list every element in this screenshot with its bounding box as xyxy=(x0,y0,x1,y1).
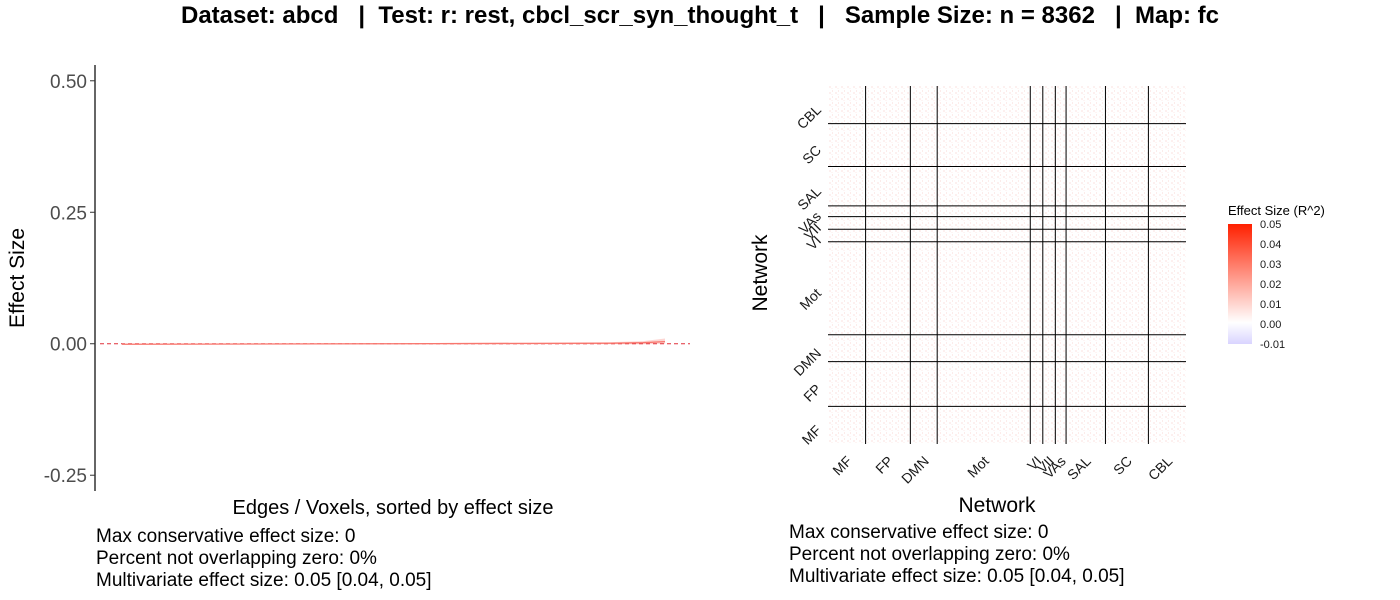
legend-colorbar xyxy=(1228,224,1252,344)
y-tick-label: 0.25 xyxy=(50,203,87,224)
heatmap-x-tick-label: SC xyxy=(1110,453,1135,478)
left-stat-max-conservative: Max conservative effect size: 0 xyxy=(96,526,356,547)
right-stat-multivariate: Multivariate effect size: 0.05 [0.04, 0.… xyxy=(789,566,1125,587)
legend-tick-label: 0.04 xyxy=(1260,239,1281,251)
legend-tick-label: -0.01 xyxy=(1260,339,1285,351)
heatmap-y-tick-label: CBL xyxy=(794,101,825,132)
heatmap-y-tick-label: SAL xyxy=(794,183,824,213)
y-tick-group: 0.50 0.25 0.00 -0.25 xyxy=(44,72,95,487)
legend-tick-label: 0.02 xyxy=(1260,279,1281,291)
legend-tick-label: 0.03 xyxy=(1260,259,1281,271)
heatmap-y-tick-label: MF xyxy=(799,422,825,448)
y-tick-label: 0.50 xyxy=(50,72,87,93)
right-stats-block: Max conservative effect size: 0 Percent … xyxy=(789,522,1125,588)
heatmap-y-tick-label: DMN xyxy=(790,345,824,379)
main-title: Dataset: abcd | Test: r: rest, cbcl_scr_… xyxy=(180,2,1219,29)
heatmap-y-tick-label: SC xyxy=(799,142,824,167)
effect-size-line-chart: 0.50 0.25 0.00 -0.25 Effect Size Edges / Vo… xyxy=(6,65,690,519)
right-stat-percent-nonzero: Percent not overlapping zero: 0% xyxy=(789,544,1070,565)
heatmap-x-tick-label: DMN xyxy=(898,453,932,487)
right-y-axis-label: Network xyxy=(749,234,772,312)
left-x-axis-label: Edges / Voxels, sorted by effect size xyxy=(233,497,554,519)
color-legend: Effect Size (R^2) 0.050.040.030.020.010.… xyxy=(1228,203,1325,351)
network-boundary-lines xyxy=(828,86,1186,444)
right-x-axis-label: Network xyxy=(958,494,1036,517)
heatmap-x-tick-label: CBL xyxy=(1145,453,1176,484)
heatmap-y-tick-label: Mot xyxy=(796,285,824,313)
effect-size-series-line xyxy=(121,340,666,345)
heatmap-y-tick-label: FP xyxy=(800,381,824,405)
left-stat-multivariate: Multivariate effect size: 0.05 [0.04, 0.… xyxy=(96,570,432,591)
left-y-axis-label: Effect Size xyxy=(6,228,29,328)
legend-tick-label: 0.05 xyxy=(1260,219,1281,231)
heatmap-x-tick-label: SAL xyxy=(1064,453,1094,483)
legend-tick-label: 0.01 xyxy=(1260,299,1281,311)
y-tick-label: -0.25 xyxy=(44,466,87,487)
legend-title: Effect Size (R^2) xyxy=(1228,203,1325,218)
heatmap-cells xyxy=(828,86,1186,444)
left-stats-block: Max conservative effect size: 0 Percent … xyxy=(96,526,432,592)
y-tick-label: 0.00 xyxy=(50,335,87,356)
legend-tick-labels: 0.05 0.04 0.03 0.02 0.01 0.00 -0.01 xyxy=(1260,219,1285,351)
heatmap-x-tick-label: Mot xyxy=(964,453,992,481)
heatmap-x-tick-label: FP xyxy=(872,453,896,477)
right-stat-max-conservative: Max conservative effect size: 0 xyxy=(789,522,1049,543)
legend-tick-label: 0.00 xyxy=(1260,319,1281,331)
left-stat-percent-nonzero: Percent not overlapping zero: 0% xyxy=(96,548,377,569)
heatmap-x-tick-label: MF xyxy=(829,453,855,479)
